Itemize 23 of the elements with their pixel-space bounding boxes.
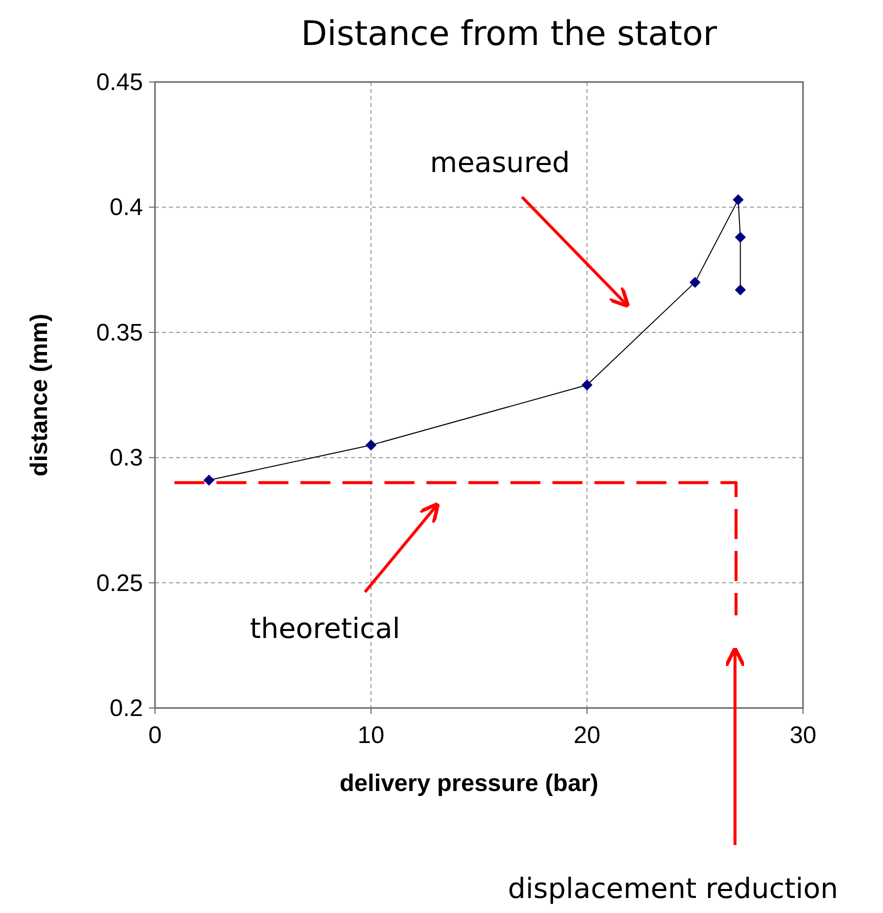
y-tick-label: 0.35	[96, 319, 143, 346]
y-axis-title: distance (mm)	[26, 314, 53, 476]
y-tick-label: 0.25	[96, 570, 143, 597]
annotation: measured	[430, 146, 570, 179]
point	[732, 194, 744, 206]
point	[690, 276, 700, 288]
x-tick-label: 20	[574, 722, 600, 749]
point	[204, 474, 214, 486]
y-tick-label: 0.4	[110, 194, 143, 222]
x-tick-label: 0	[148, 722, 162, 749]
x-axis-title: delivery pressure (bar)	[340, 770, 598, 797]
x-tick-label: 10	[358, 722, 384, 749]
chart-title: Distance from the stator	[300, 14, 718, 54]
point	[582, 379, 592, 390]
point	[366, 440, 376, 451]
point	[734, 232, 746, 243]
y-tick-label: 0.45	[96, 69, 143, 96]
text: displacement reduction	[508, 872, 838, 905]
y-tick-label: 0.2	[110, 695, 143, 722]
point	[734, 284, 746, 296]
x-tick-label: 30	[790, 722, 816, 749]
y-tick-label: 0.3	[110, 444, 143, 472]
annotation: theoretical	[250, 612, 400, 645]
